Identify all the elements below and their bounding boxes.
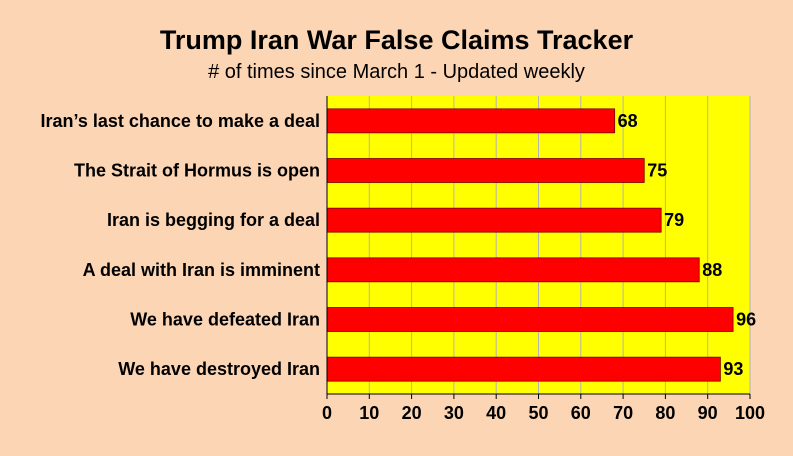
bar-6 bbox=[326, 356, 721, 382]
bar-4 bbox=[326, 257, 700, 283]
x-tick-label-90: 90 bbox=[698, 403, 718, 423]
x-ticks: 0 10 20 30 40 50 60 70 80 90 100 bbox=[322, 394, 765, 423]
x-tick-label-80: 80 bbox=[655, 403, 675, 423]
value-label-6: 93 bbox=[723, 359, 743, 379]
category-label-1: Iran’s last chance to make a deal bbox=[41, 111, 320, 131]
x-tick-label-10: 10 bbox=[359, 403, 379, 423]
category-label-3: Iran is begging for a deal bbox=[107, 210, 320, 230]
category-label-5: We have defeated Iran bbox=[130, 310, 320, 330]
value-label-5: 96 bbox=[736, 310, 756, 330]
bars bbox=[326, 108, 734, 382]
value-label-4: 88 bbox=[702, 260, 722, 280]
bar-5 bbox=[326, 307, 734, 332]
bar-2 bbox=[326, 158, 645, 183]
value-label-2: 75 bbox=[647, 161, 667, 181]
bar-1 bbox=[326, 108, 616, 134]
chart-subtitle: # of times since March 1 - Updated weekl… bbox=[208, 61, 585, 83]
bar-3 bbox=[326, 207, 662, 233]
x-tick-label-0: 0 bbox=[322, 403, 332, 423]
x-tick-label-50: 50 bbox=[528, 403, 548, 423]
x-tick-label-100: 100 bbox=[735, 403, 765, 423]
value-label-1: 68 bbox=[618, 111, 638, 131]
chart-title: Trump Iran War False Claims Tracker bbox=[159, 25, 634, 55]
gridlines bbox=[368, 96, 751, 394]
category-labels: Iran’s last chance to make a deal The Str… bbox=[41, 111, 320, 379]
category-label-2: The Strait of Hormus is open bbox=[74, 161, 320, 181]
value-label-3: 79 bbox=[664, 210, 684, 230]
value-labels: 68 75 79 88 96 93 bbox=[618, 111, 756, 379]
x-tick-label-70: 70 bbox=[613, 403, 633, 423]
x-tick-label-30: 30 bbox=[444, 403, 464, 423]
category-label-6: We have destroyed Iran bbox=[118, 359, 320, 379]
x-tick-label-20: 20 bbox=[402, 403, 422, 423]
x-tick-label-40: 40 bbox=[486, 403, 506, 423]
category-label-4: A deal with Iran is imminent bbox=[83, 260, 320, 280]
x-tick-label-60: 60 bbox=[571, 403, 591, 423]
